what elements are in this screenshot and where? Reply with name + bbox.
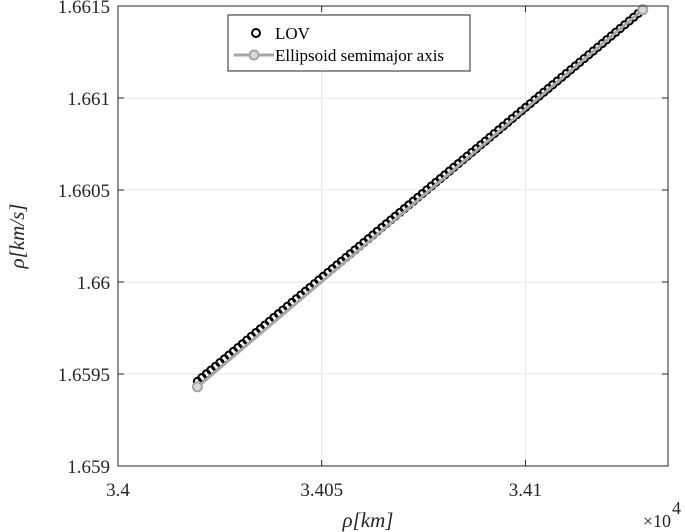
- x-axis-label: ρ[km]: [342, 508, 394, 532]
- x-tick-label: 3.405: [300, 480, 343, 501]
- ellipsoid-line: [196, 8, 644, 389]
- legend-lov-label: LOV: [275, 24, 311, 43]
- axes-frame: [117, 5, 669, 467]
- plot-area: [118, 6, 668, 466]
- ticks: 3.4 3.405 3.41 1.659 1.6595 1.66 1.6605 1.661 1.…: [58, 0, 668, 501]
- y-tick-label: 1.6605: [58, 181, 110, 202]
- legend: LOV Ellipsoid semimajor axis: [227, 14, 471, 72]
- y-tick-label: 1.661: [67, 89, 110, 110]
- ellipsoid-point: [637, 4, 649, 16]
- series-ellipsoid-semimajor-axis: [191, 4, 649, 393]
- legend-lov-marker: [251, 28, 261, 38]
- x-exponent-power: 4: [672, 498, 681, 518]
- legend-ellipsoid-marker: [248, 49, 260, 61]
- legend-ellipsoid-label: Ellipsoid semimajor axis: [275, 46, 444, 65]
- ellipsoid-point: [191, 381, 203, 393]
- y-tick-label: 1.66: [77, 273, 110, 294]
- x-tick-label: 3.41: [509, 480, 542, 501]
- x-axis-exponent: ×10 4: [643, 498, 681, 531]
- y-tick-label: 1.659: [67, 457, 110, 478]
- legend-box: [227, 14, 471, 72]
- x-tick-label: 3.4: [106, 480, 130, 501]
- y-tick-label: 1.6595: [58, 365, 110, 386]
- x-exponent-base: ×10: [643, 511, 671, 531]
- series-layer: [191, 4, 649, 393]
- y-axis-label: ρ̇[km/s]: [5, 204, 29, 270]
- y-tick-label: 1.6615: [58, 0, 110, 18]
